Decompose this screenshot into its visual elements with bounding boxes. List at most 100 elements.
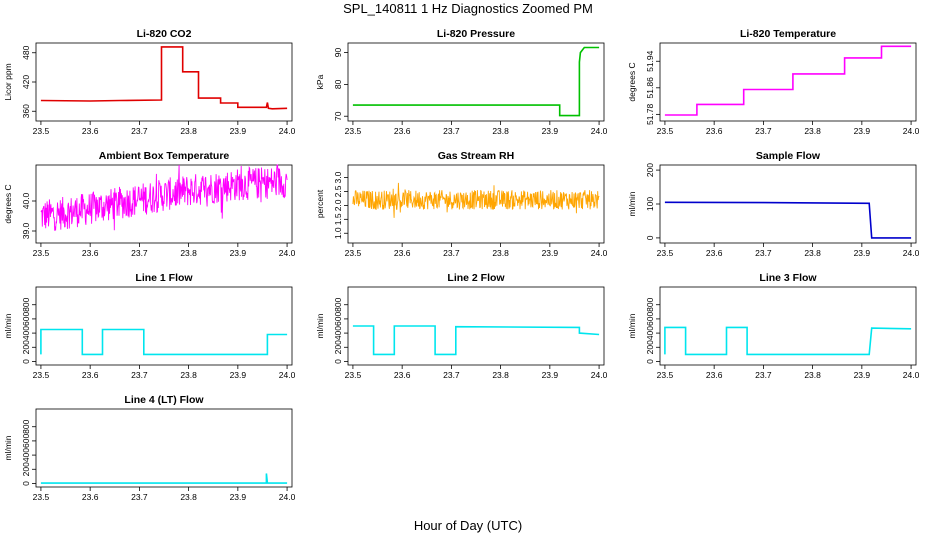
- x-tick-label: 23.9: [230, 126, 247, 136]
- y-axis-label: ml/min: [3, 313, 13, 338]
- y-tick-label: 200: [645, 163, 655, 177]
- x-tick-label: 24.0: [279, 126, 296, 136]
- x-tick-label: 23.9: [230, 248, 247, 258]
- y-tick-label: 2.0: [333, 199, 343, 211]
- x-tick-label: 23.9: [854, 370, 871, 380]
- x-tick-label: 23.8: [804, 370, 821, 380]
- x-tick-label: 23.8: [180, 492, 197, 502]
- figure-title: SPL_140811 1 Hz Diagnostics Zoomed PM: [343, 1, 593, 16]
- series-line: [352, 325, 600, 356]
- x-tick-label: 23.5: [345, 248, 362, 258]
- y-tick-label: 600: [645, 312, 655, 326]
- x-tick-label: 23.6: [82, 248, 99, 258]
- y-tick-label: 600: [21, 434, 31, 448]
- y-tick-label: 480: [21, 45, 31, 59]
- x-tick-label: 23.6: [82, 370, 99, 380]
- x-tick-label: 23.7: [443, 370, 460, 380]
- y-tick-label: 800: [333, 297, 343, 311]
- y-axis-label: Licor ppm: [3, 63, 13, 100]
- x-tick-label: 23.9: [542, 248, 559, 258]
- x-tick-label: 23.7: [131, 248, 148, 258]
- x-tick-label: 23.9: [854, 248, 871, 258]
- y-tick-label: 0: [333, 359, 343, 364]
- plot-frame: [347, 286, 605, 366]
- plot-frame: [659, 42, 917, 122]
- x-tick-label: 23.7: [443, 248, 460, 258]
- series-line: [40, 46, 288, 110]
- x-tick-label: 23.6: [394, 370, 411, 380]
- y-tick-label: 100: [645, 197, 655, 211]
- y-tick-label: 90: [333, 48, 343, 58]
- x-tick-label: 23.5: [345, 126, 362, 136]
- y-axis-label: ml/min: [627, 313, 637, 338]
- series-line: [664, 326, 912, 356]
- y-tick-label: 200: [333, 340, 343, 354]
- y-tick-label: 800: [21, 297, 31, 311]
- x-tick-label: 23.8: [180, 248, 197, 258]
- x-tick-label: 23.5: [33, 126, 50, 136]
- x-tick-label: 23.5: [33, 248, 50, 258]
- y-axis-label: ml/min: [627, 191, 637, 216]
- x-tick-label: 24.0: [591, 248, 608, 258]
- series-line: [664, 201, 912, 239]
- panel-1: Li-820 CO2 Licor ppm 23.5 23.6 23.7 23.8 23.9 2…: [3, 28, 296, 136]
- y-tick-label: 800: [21, 419, 31, 433]
- panel-title: Li-820 Temperature: [740, 28, 836, 40]
- panel-title: Li-820 CO2: [137, 28, 192, 40]
- y-tick-label: 51.86: [645, 77, 655, 99]
- panel-title: Ambient Box Temperature: [99, 150, 230, 162]
- x-tick-label: 23.9: [542, 126, 559, 136]
- x-tick-label: 24.0: [903, 248, 920, 258]
- y-tick-label: 600: [333, 312, 343, 326]
- y-axis-label: percent: [315, 189, 325, 218]
- y-tick-label: 600: [21, 312, 31, 326]
- x-tick-label: 24.0: [903, 126, 920, 136]
- y-tick-label: 1.0: [333, 227, 343, 239]
- x-tick-label: 24.0: [279, 248, 296, 258]
- y-tick-label: 0: [645, 235, 655, 240]
- y-tick-label: 0: [21, 359, 31, 364]
- y-tick-label: 80: [333, 79, 343, 89]
- x-tick-label: 23.6: [394, 248, 411, 258]
- x-tick-label: 23.6: [82, 126, 99, 136]
- y-tick-label: 200: [645, 340, 655, 354]
- x-tick-label: 23.9: [542, 370, 559, 380]
- plot-frame: [35, 408, 293, 488]
- y-axis-label: degrees C: [3, 184, 13, 223]
- y-tick-label: 51.94: [645, 50, 655, 72]
- plot-frame: [659, 286, 917, 366]
- y-tick-label: 0: [645, 359, 655, 364]
- panel-7: Line 1 Flow ml/min 23.5 23.6 23.7 23.8 23.9 24.…: [3, 272, 296, 380]
- panel-title: Line 4 (LT) Flow: [124, 394, 204, 406]
- panel-10: Line 4 (LT) Flow ml/min 23.5 23.6 23.7 23.8 23…: [3, 394, 296, 502]
- panel-title: Line 3 Flow: [759, 272, 817, 284]
- y-axis-label: ml/min: [315, 313, 325, 338]
- y-tick-label: 40.0: [21, 192, 31, 209]
- y-tick-label: 800: [645, 297, 655, 311]
- panel-title: Li-820 Pressure: [437, 28, 515, 40]
- plot-frame: [347, 42, 605, 122]
- panel-title: Line 2 Flow: [447, 272, 505, 284]
- plot-frame: [347, 164, 605, 244]
- x-tick-label: 23.6: [706, 126, 723, 136]
- series-line: [40, 328, 288, 356]
- x-tick-label: 24.0: [591, 370, 608, 380]
- y-axis-label: degrees C: [627, 62, 637, 101]
- y-tick-label: 51.78: [645, 103, 655, 125]
- x-tick-label: 23.8: [492, 126, 509, 136]
- panel-2: Li-820 Pressure kPa 23.5 23.6 23.7 23.8 23.9 24…: [315, 28, 608, 136]
- y-axis-label: kPa: [315, 74, 325, 89]
- x-tick-label: 23.9: [230, 492, 247, 502]
- shared-x-axis-label: Hour of Day (UTC): [413, 518, 523, 533]
- x-tick-label: 23.8: [804, 248, 821, 258]
- panel-3: Li-820 Temperature degrees C 23.5 23.6 23.7 2…: [627, 28, 920, 136]
- x-tick-label: 23.6: [394, 126, 411, 136]
- y-tick-label: 400: [21, 326, 31, 340]
- panel-5: Gas Stream RH percent 23.5 23.6 23.7 23.8 23.9…: [315, 150, 608, 258]
- panel-title: Line 1 Flow: [135, 272, 193, 284]
- y-tick-label: 39.0: [21, 222, 31, 239]
- x-tick-label: 23.9: [230, 370, 247, 380]
- x-tick-label: 23.6: [82, 492, 99, 502]
- panel-6: Sample Flow ml/min 23.5 23.6 23.7 23.8 23.9 24.…: [627, 150, 920, 258]
